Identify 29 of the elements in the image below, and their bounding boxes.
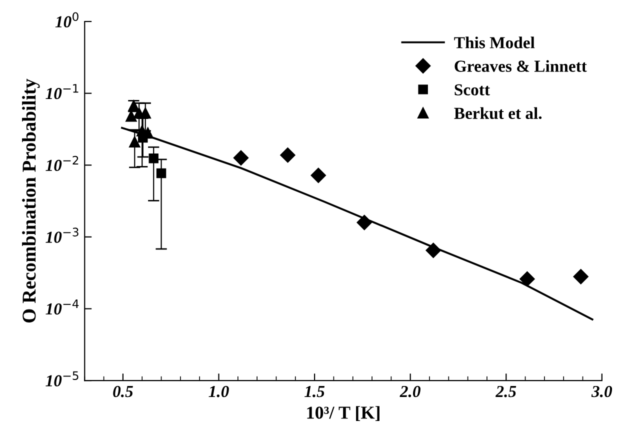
point [356,214,372,230]
point [233,150,249,166]
point [573,269,588,284]
y-tick-label: 10$^{−3}$ [46,228,78,243]
y-tick-label: 10$^{−4}$ [46,300,79,315]
x-tick-label: 2.5 [496,386,516,398]
legend-label: Berkut et al. [454,107,542,120]
x-tick-label: 1.5 [304,386,325,398]
legend-label: Greaves & Linnett [454,60,587,72]
y-tick-label: 10$^{−2}$ [46,156,78,172]
point [129,136,140,148]
y-axis-title: O Recombination Probability [22,78,40,323]
point [520,271,535,287]
point [310,168,326,183]
legend-label: Scott [454,84,490,96]
x-tick-label: 1.0 [208,386,229,398]
x-tick-label: 2.0 [400,386,420,398]
point [426,242,441,258]
point [280,148,296,163]
y-tick-label: 10$^{−5}$ [46,371,78,386]
y-tick-label: 10$^{−1}$ [46,84,78,100]
legend-label: This Model [454,36,535,48]
x-tick-label: 3.0 [591,386,612,398]
x-tick-label: 0.5 [113,386,133,398]
point [148,154,158,164]
point [156,168,166,178]
x-axis-title: 10³/ T [K] [307,406,380,422]
point [126,110,137,122]
y-tick-label: 10$^{0}$ [55,12,78,28]
